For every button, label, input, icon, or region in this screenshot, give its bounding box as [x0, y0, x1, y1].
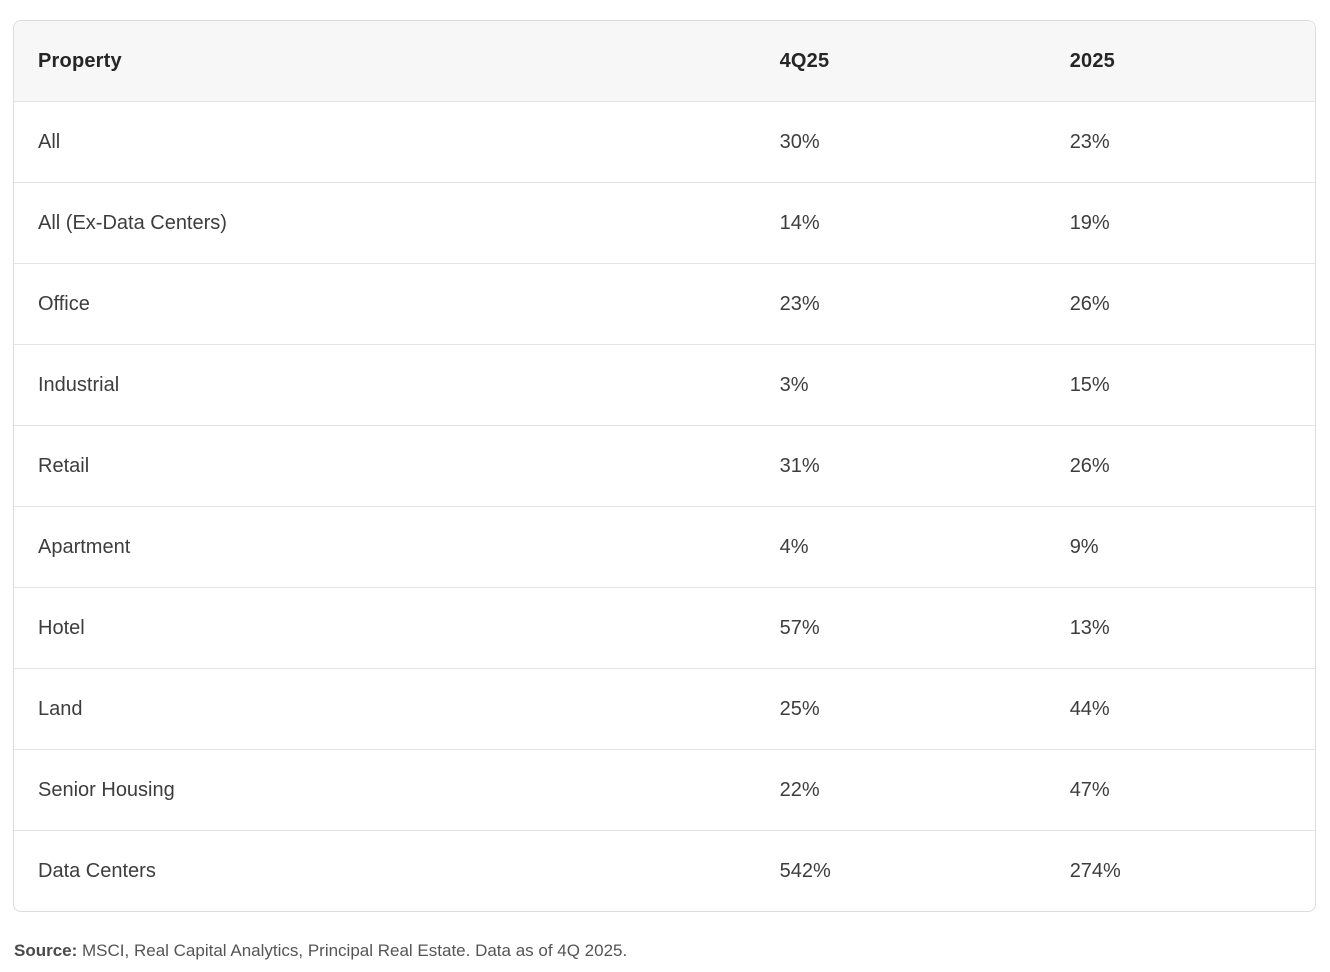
q4-value-cell: 57%	[755, 587, 1046, 668]
q4-value-cell: 3%	[755, 344, 1046, 425]
property-cell: Retail	[14, 425, 756, 506]
table-row: Senior Housing 22% 47%	[14, 749, 1315, 830]
table-row: Apartment 4% 9%	[14, 506, 1315, 587]
table-header-row: Property 4Q25 2025	[14, 21, 1315, 101]
q4-value-cell: 14%	[755, 182, 1046, 263]
column-header-property: Property	[14, 21, 756, 101]
source-note: Source: MSCI, Real Capital Analytics, Pr…	[14, 941, 1316, 961]
q4-value-cell: 4%	[755, 506, 1046, 587]
table-row: Industrial 3% 15%	[14, 344, 1315, 425]
year-value-cell: 9%	[1045, 506, 1315, 587]
property-cell: Land	[14, 668, 756, 749]
column-header-2025: 2025	[1045, 21, 1315, 101]
q4-value-cell: 30%	[755, 101, 1046, 182]
table-row: Office 23% 26%	[14, 263, 1315, 344]
year-value-cell: 15%	[1045, 344, 1315, 425]
year-value-cell: 274%	[1045, 830, 1315, 911]
property-cell: Hotel	[14, 587, 756, 668]
table-row: Retail 31% 26%	[14, 425, 1315, 506]
table-row: Hotel 57% 13%	[14, 587, 1315, 668]
year-value-cell: 47%	[1045, 749, 1315, 830]
q4-value-cell: 31%	[755, 425, 1046, 506]
column-header-4q25: 4Q25	[755, 21, 1046, 101]
year-value-cell: 26%	[1045, 263, 1315, 344]
year-value-cell: 44%	[1045, 668, 1315, 749]
source-label: Source:	[14, 941, 78, 960]
year-value-cell: 26%	[1045, 425, 1315, 506]
property-cell: Office	[14, 263, 756, 344]
q4-value-cell: 23%	[755, 263, 1046, 344]
table-row: All (Ex-Data Centers) 14% 19%	[14, 182, 1315, 263]
property-cell: All (Ex-Data Centers)	[14, 182, 756, 263]
property-cell: Data Centers	[14, 830, 756, 911]
year-value-cell: 23%	[1045, 101, 1315, 182]
year-value-cell: 19%	[1045, 182, 1315, 263]
property-cell: Industrial	[14, 344, 756, 425]
property-cell: Apartment	[14, 506, 756, 587]
table-row: Data Centers 542% 274%	[14, 830, 1315, 911]
table-row: All 30% 23%	[14, 101, 1315, 182]
q4-value-cell: 542%	[755, 830, 1046, 911]
q4-value-cell: 22%	[755, 749, 1046, 830]
property-volume-table: Property 4Q25 2025 All 30% 23% All (Ex-D…	[13, 20, 1316, 912]
property-cell: Senior Housing	[14, 749, 756, 830]
property-cell: All	[14, 101, 756, 182]
table-row: Land 25% 44%	[14, 668, 1315, 749]
year-value-cell: 13%	[1045, 587, 1315, 668]
q4-value-cell: 25%	[755, 668, 1046, 749]
source-text: MSCI, Real Capital Analytics, Principal …	[77, 941, 628, 960]
